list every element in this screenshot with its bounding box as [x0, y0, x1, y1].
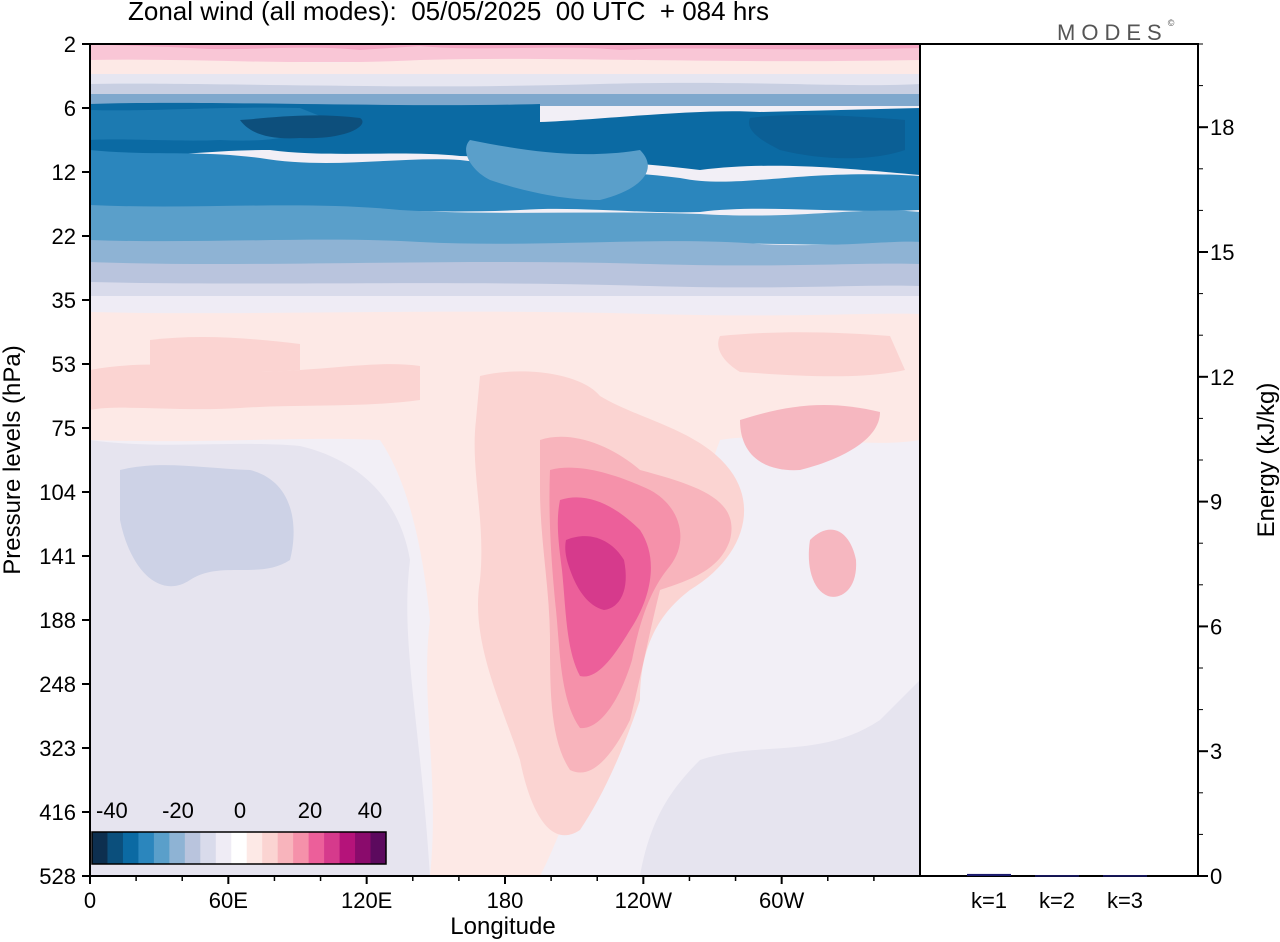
colorbar-swatch — [277, 832, 294, 864]
colorbar-swatch — [262, 832, 279, 864]
colorbar-swatch — [153, 832, 170, 864]
x-tick-label: 180 — [487, 888, 524, 913]
y-axis: 2 6 12 22 35 53 75 104 141 188 248 323 416 528 — [39, 32, 90, 889]
x-tick-label: 120E — [341, 888, 392, 913]
colorbar — [91, 831, 387, 865]
y-tick-label: 188 — [39, 608, 76, 633]
colorbar-swatch — [122, 832, 139, 864]
colorbar-swatch — [308, 832, 325, 864]
x-axis-title: Longitude — [450, 913, 555, 940]
colorbar-swatch — [215, 832, 232, 864]
energy-tick-label: 15 — [1210, 240, 1234, 265]
colorbar-swatch — [370, 832, 387, 864]
colorbar-frame — [91, 831, 387, 865]
copyright-mark: © — [1167, 18, 1175, 28]
y-tick-label: 35 — [52, 288, 76, 313]
colorbar-swatch — [92, 832, 108, 864]
contour-field — [90, 44, 920, 876]
colorbar-tick-label: -20 — [162, 798, 194, 823]
y-tick-label: 6 — [64, 96, 76, 121]
colorbar-swatch — [246, 832, 263, 864]
colorbar-swatch — [324, 832, 341, 864]
chart-title: Zonal wind (all modes): 05/05/2025 00 UT… — [128, 0, 769, 26]
x-tick-label: 120W — [615, 888, 673, 913]
y-tick-label: 141 — [39, 544, 76, 569]
brand-name: MODES — [1057, 20, 1168, 45]
colorbar-swatch — [200, 832, 217, 864]
energy-panel-frame — [919, 43, 1199, 877]
energy-bar — [1035, 875, 1079, 877]
x-tick-label: 60W — [759, 888, 804, 913]
colorbar-swatch — [107, 832, 124, 864]
y-tick-label: 12 — [52, 160, 76, 185]
modes-logo: MODES© — [1057, 18, 1175, 46]
colorbar-swatch — [138, 832, 155, 864]
x-axis: 0 60E 120E 180 120W 60W — [84, 876, 875, 913]
colorbar-swatch — [184, 832, 201, 864]
colorbar-swatch — [293, 832, 310, 864]
colorbar-swatch — [231, 832, 248, 864]
y-tick-label: 75 — [52, 416, 76, 441]
x-tick-label: 0 — [84, 888, 96, 913]
colorbar-tick-label: 0 — [234, 798, 246, 823]
energy-tick-label: 3 — [1210, 739, 1222, 764]
colorbar-tick-label: -40 — [96, 798, 128, 823]
y-tick-label: 528 — [39, 864, 76, 889]
energy-bar — [1103, 875, 1147, 877]
energy-axis: 0 3 6 9 12 15 18 — [1198, 43, 1234, 889]
y-tick-label: 2 — [64, 32, 76, 57]
energy-category-label: k=2 — [1039, 888, 1075, 913]
colorbar-swatch — [339, 832, 356, 864]
energy-tick-label: 18 — [1210, 115, 1234, 140]
energy-category-label: k=3 — [1107, 888, 1143, 913]
energy-tick-label: 6 — [1210, 614, 1222, 639]
energy-axis-title: Energy (kJ/kg) — [1253, 383, 1280, 538]
y-tick-label: 53 — [52, 352, 76, 377]
energy-bar — [967, 873, 1011, 876]
energy-category-label: k=1 — [971, 888, 1007, 913]
energy-bars: k=1 k=2 k=3 — [967, 873, 1147, 913]
colorbar-tick-label: 40 — [358, 798, 382, 823]
y-tick-label: 22 — [52, 224, 76, 249]
energy-tick-label: 0 — [1210, 864, 1222, 889]
x-tick-label: 60E — [209, 888, 248, 913]
y-tick-label: 416 — [39, 800, 76, 825]
y-tick-label: 104 — [39, 480, 76, 505]
energy-tick-label: 9 — [1210, 490, 1222, 515]
y-tick-label: 323 — [39, 736, 76, 761]
colorbar-swatch — [355, 832, 372, 864]
y-axis-title: Pressure levels (hPa) — [0, 345, 26, 574]
energy-tick-label: 12 — [1210, 365, 1234, 390]
y-tick-label: 248 — [39, 672, 76, 697]
colorbar-swatch — [169, 832, 186, 864]
colorbar-tick-label: 20 — [298, 798, 322, 823]
